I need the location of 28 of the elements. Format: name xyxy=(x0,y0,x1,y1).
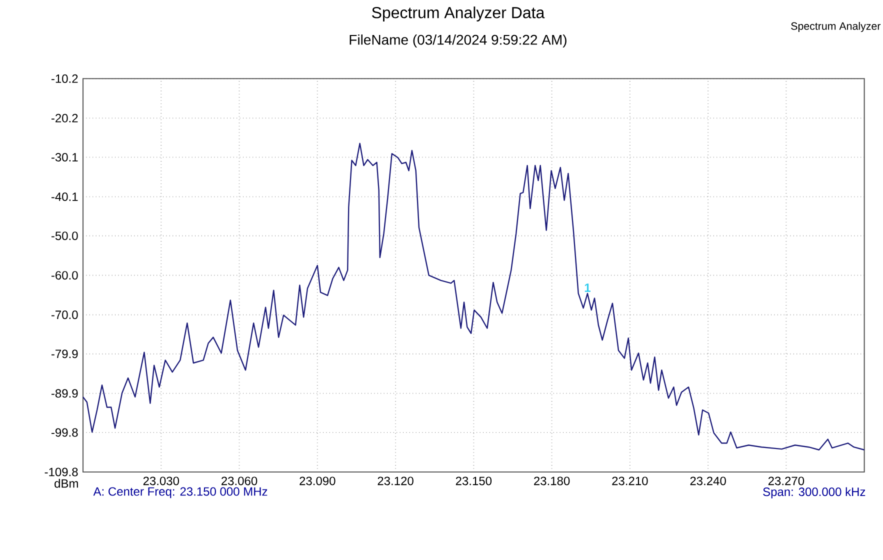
x-tick-label: 23.030 xyxy=(143,476,180,486)
y-tick-label: -60.0 xyxy=(51,271,78,280)
x-tick-label: 23.120 xyxy=(378,476,414,486)
y-tick-label: -10.2 xyxy=(51,74,78,83)
x-tick-label: 23.210 xyxy=(612,476,648,486)
text: Spectrum Analyzer xyxy=(791,22,881,32)
x-tick-label: 23.270 xyxy=(768,476,804,486)
chart-title: Spectrum Analyzer Data xyxy=(372,6,545,22)
y-tick-label: -50.0 xyxy=(51,232,78,240)
x-tick-label: 23.060 xyxy=(222,476,258,486)
y-tick-label: -40.1 xyxy=(51,192,78,201)
x-tick-label: 23.180 xyxy=(534,476,570,486)
y-tick-label: -30.1 xyxy=(51,152,78,162)
y-axis-title: dBm xyxy=(54,478,78,488)
y-tick-label: -70.0 xyxy=(51,310,78,320)
text: A: Center Freq: 23.150 000 MHz xyxy=(93,487,268,498)
chart-subtitle: FileName (03/14/2024 9:59:22 AM) xyxy=(350,34,566,48)
y-tick-label: -20.2 xyxy=(51,114,78,122)
x-tick-label: 23.150 xyxy=(456,476,492,486)
x-tick-label: 23.240 xyxy=(690,476,726,486)
annotation: 1 xyxy=(584,284,590,292)
y-tick-label: -109.8 xyxy=(44,468,78,476)
line-series xyxy=(82,142,865,450)
text: Span: 300.000 kHz xyxy=(763,487,866,498)
x-tick-label: 23.090 xyxy=(300,476,336,486)
y-tick-label: -79.9 xyxy=(51,350,78,358)
y-tick-label: -99.8 xyxy=(51,428,78,437)
y-tick-label: -89.9 xyxy=(51,389,78,398)
